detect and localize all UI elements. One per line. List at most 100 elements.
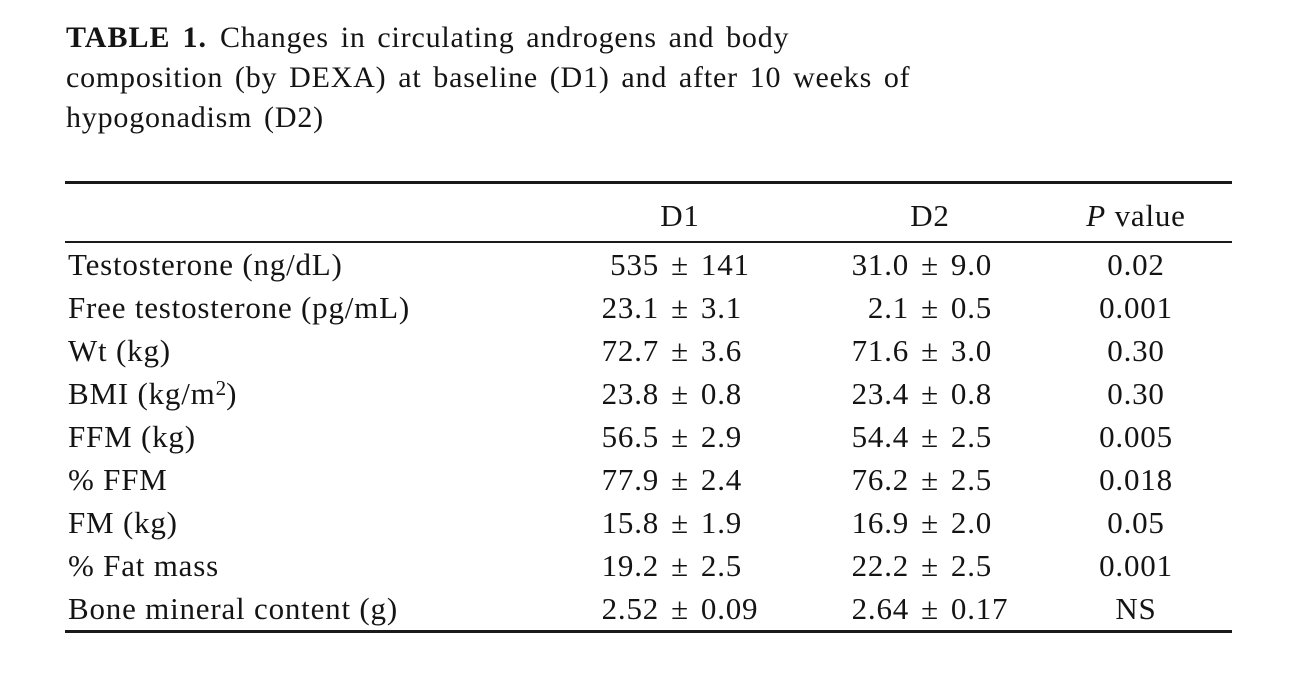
- header-empty-cell: [65, 182, 540, 243]
- d1-value-group: 23.1 ±3.1: [540, 286, 820, 329]
- plus-minus-symbol: ±: [921, 247, 939, 282]
- caption-line-1: TABLE 1. Changes in circulating androgens…: [66, 18, 910, 58]
- p-value: 0.02: [1107, 247, 1165, 282]
- plus-minus-symbol: ±: [921, 419, 939, 454]
- mean-value: 23.1: [601, 290, 660, 325]
- plus-minus-symbol: ±: [921, 376, 939, 411]
- d1-value: 535 ±141: [540, 242, 820, 286]
- row-label: % FFM: [68, 462, 168, 497]
- plus-minus-symbol: ±: [671, 290, 689, 325]
- mean-value: 2.52: [601, 591, 660, 626]
- d2-value: 2.64 ±0.17: [820, 587, 1040, 632]
- d2-value-group: 22.2 ±2.5: [820, 544, 1040, 587]
- plus-minus-symbol: ±: [921, 591, 939, 626]
- table-caption: TABLE 1. Changes in circulating androgens…: [66, 18, 910, 138]
- row-label: Wt (kg): [68, 333, 171, 368]
- d2-value: 31.0 ±9.0: [820, 242, 1040, 286]
- d1-value: 23.1 ±3.1: [540, 286, 820, 329]
- d2-value: 23.4 ±0.8: [820, 372, 1040, 415]
- sd-value: 2.9: [700, 419, 743, 454]
- table-row: BMI (kg/m2) 23.8 ±0.8 23.4 ±0.8 0.30: [65, 372, 1232, 415]
- d1-value: 23.8 ±0.8: [540, 372, 820, 415]
- plus-minus-symbol: ±: [671, 247, 689, 282]
- row-label: FFM (kg): [68, 419, 196, 454]
- d1-value: 15.8 ±1.9: [540, 501, 820, 544]
- plus-minus-symbol: ±: [671, 462, 689, 497]
- mean-value: 19.2: [601, 548, 660, 583]
- row-label: Free testosterone (pg/mL): [68, 290, 410, 325]
- d2-value-group: 2.1 ±0.5: [820, 286, 1040, 329]
- header-p-value: P value: [1040, 182, 1232, 243]
- mean-value: 76.2: [851, 462, 910, 497]
- sd-value: 2.4: [700, 462, 743, 497]
- d1-value-group: 23.8 ±0.8: [540, 372, 820, 415]
- sd-value: 2.5: [950, 462, 993, 497]
- d1-value: 72.7 ±3.6: [540, 329, 820, 372]
- plus-minus-symbol: ±: [671, 376, 689, 411]
- d1-value-group: 2.52 ±0.09: [540, 587, 820, 630]
- d1-value-group: 56.5 ±2.9: [540, 415, 820, 458]
- mean-value: 2.1: [867, 290, 910, 325]
- sd-value: 2.5: [950, 548, 993, 583]
- header-d2: D2: [820, 182, 1040, 243]
- row-label: BMI (kg/m2): [68, 376, 238, 411]
- d2-value-group: 71.6 ±3.0: [820, 329, 1040, 372]
- row-label: FM (kg): [68, 505, 178, 540]
- data-table: D1 D2 P value Testosterone (ng/dL) 535 ±14…: [65, 181, 1232, 633]
- sd-value: 3.6: [700, 333, 743, 368]
- table-number-label: TABLE 1.: [66, 21, 207, 54]
- table-row: % FFM 77.9 ±2.4 76.2 ±2.5 0.018: [65, 458, 1232, 501]
- mean-value: 15.8: [601, 505, 660, 540]
- mean-value: 77.9: [601, 462, 660, 497]
- p-value: 0.001: [1099, 548, 1173, 583]
- plus-minus-symbol: ±: [671, 548, 689, 583]
- sd-value: 0.09: [700, 591, 759, 626]
- d2-value: 76.2 ±2.5: [820, 458, 1040, 501]
- p-value: 0.30: [1107, 333, 1165, 368]
- p-value: NS: [1115, 591, 1157, 626]
- d2-value-group: 2.64 ±0.17: [820, 587, 1040, 630]
- table-row: % Fat mass 19.2 ±2.5 22.2 ±2.5 0.001: [65, 544, 1232, 587]
- d1-value: 77.9 ±2.4: [540, 458, 820, 501]
- d2-value-group: 23.4 ±0.8: [820, 372, 1040, 415]
- mean-value: 2.64: [851, 591, 910, 626]
- plus-minus-symbol: ±: [921, 290, 939, 325]
- mean-value: 535: [610, 247, 660, 282]
- plus-minus-symbol: ±: [921, 462, 939, 497]
- plus-minus-symbol: ±: [671, 419, 689, 454]
- header-d1: D1: [540, 182, 820, 243]
- d2-value-group: 16.9 ±2.0: [820, 501, 1040, 544]
- row-label: Bone mineral content (g): [68, 591, 398, 626]
- table-row: Bone mineral content (g) 2.52 ±0.09 2.64 ±0.…: [65, 587, 1232, 632]
- sd-value: 1.9: [700, 505, 743, 540]
- table-row: FFM (kg) 56.5 ±2.9 54.4 ±2.5 0.005: [65, 415, 1232, 458]
- mean-value: 31.0: [851, 247, 910, 282]
- sd-value: 9.0: [950, 247, 993, 282]
- sd-value: 2.0: [950, 505, 993, 540]
- d2-value: 71.6 ±3.0: [820, 329, 1040, 372]
- d2-value-group: 31.0 ±9.0: [820, 243, 1040, 286]
- plus-minus-symbol: ±: [921, 333, 939, 368]
- sd-value: 0.5: [950, 290, 993, 325]
- sd-value: 141: [700, 247, 750, 282]
- p-value: 0.001: [1099, 290, 1173, 325]
- mean-value: 71.6: [851, 333, 910, 368]
- row-label: % Fat mass: [68, 548, 219, 583]
- d1-value: 19.2 ±2.5: [540, 544, 820, 587]
- sd-value: 0.8: [950, 376, 993, 411]
- d1-value-group: 19.2 ±2.5: [540, 544, 820, 587]
- caption-line-1-text: Changes in circulating androgens and bod…: [219, 21, 790, 54]
- p-value: 0.30: [1107, 376, 1165, 411]
- p-rest: value: [1106, 198, 1186, 233]
- sd-value: 0.17: [950, 591, 1009, 626]
- mean-value: 16.9: [851, 505, 910, 540]
- plus-minus-symbol: ±: [671, 591, 689, 626]
- table-row: Testosterone (ng/dL) 535 ±141 31.0 ±9.0 0.02: [65, 242, 1232, 286]
- d1-value: 2.52 ±0.09: [540, 587, 820, 632]
- mean-value: 23.4: [851, 376, 910, 411]
- sd-value: 0.8: [700, 376, 743, 411]
- row-label: Testosterone (ng/dL): [68, 247, 343, 282]
- caption-line-3: hypogonadism (D2): [66, 101, 324, 134]
- d2-value: 16.9 ±2.0: [820, 501, 1040, 544]
